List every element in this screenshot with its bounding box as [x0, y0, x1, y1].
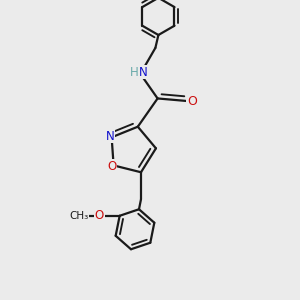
Text: H: H [129, 66, 138, 79]
Text: O: O [187, 94, 197, 108]
Text: N: N [106, 130, 115, 142]
Text: O: O [94, 209, 104, 222]
Text: CH₃: CH₃ [70, 211, 89, 221]
Text: O: O [107, 160, 117, 173]
Text: N: N [139, 66, 148, 79]
